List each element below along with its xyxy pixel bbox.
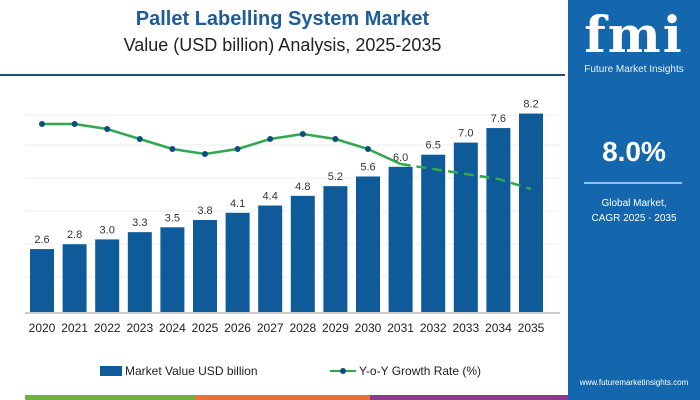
fmi-logo: fmi <box>584 5 684 64</box>
bar-label-2030: 5.6 <box>360 161 375 173</box>
logo-subtitle: Future Market Insights <box>584 64 684 75</box>
bar-2024 <box>160 227 185 312</box>
growth-point-2024 <box>169 146 176 152</box>
bar-2028 <box>290 195 315 312</box>
bar-label-2031: 6.0 <box>393 152 408 164</box>
x-tick-2028: 2028 <box>289 321 316 335</box>
chart: 2.6 2020 2.8 2021 3.0 2022 3.3 2023 3.5 2024 3.8 20… <box>25 99 560 335</box>
x-tick-2023: 2023 <box>126 321 153 335</box>
x-tick-2027: 2027 <box>257 321 284 335</box>
bar-2032 <box>421 154 446 312</box>
bar-2020 <box>30 249 54 312</box>
x-tick-2034: 2034 <box>485 321 512 335</box>
legend-line-label: Y-o-Y Growth Rate (%) <box>359 364 482 378</box>
growth-point-2030 <box>365 146 371 152</box>
bar-2023 <box>127 232 152 312</box>
bar-label-2035: 8.2 <box>523 99 538 111</box>
bar-label-2032: 6.5 <box>426 140 441 152</box>
legend-bar-label: Market Value USD billion <box>125 364 258 378</box>
growth-point-2028 <box>299 131 306 137</box>
legend-bar: Market Value USD billion <box>100 364 258 378</box>
bar-2021 <box>62 244 87 312</box>
cagr-label-line1: Global Market, <box>601 198 667 209</box>
summary-panel: fmi Future Market Insights 8.0% Global M… <box>568 0 700 400</box>
bar-2035 <box>519 113 543 312</box>
bar-2033 <box>453 142 478 312</box>
x-tick-2026: 2026 <box>224 321 251 335</box>
bar-label-2022: 3.0 <box>100 224 115 236</box>
bar-label-2027: 4.4 <box>263 191 278 203</box>
accent-stripe-orange <box>195 395 370 400</box>
cagr-label: Global Market, CAGR 2025 - 2035 <box>568 196 700 226</box>
bar-label-2021: 2.8 <box>67 229 82 241</box>
x-tick-2020: 2020 <box>29 321 56 335</box>
bar-2026 <box>225 212 250 312</box>
growth-point-2020 <box>39 121 45 127</box>
bar-2030 <box>356 176 380 312</box>
bar-2025 <box>193 220 217 312</box>
x-tick-2025: 2025 <box>192 321 219 335</box>
growth-line-solid <box>42 122 402 166</box>
x-tick-2022: 2022 <box>94 321 121 335</box>
chart-subtitle: Value (USD billion) Analysis, 2025-2035 <box>123 35 442 55</box>
growth-point-2025 <box>202 151 208 157</box>
x-tick-2035: 2035 <box>518 321 545 335</box>
x-tick-2033: 2033 <box>452 321 479 335</box>
x-tick-2032: 2032 <box>420 321 447 335</box>
growth-point-2026 <box>234 146 241 152</box>
legend-bar-swatch <box>100 366 122 376</box>
website-url[interactable]: www.futuremarketinsights.com <box>579 378 689 387</box>
bar-label-2034: 7.6 <box>491 113 506 125</box>
cagr-value: 8.0% <box>602 136 666 167</box>
bar-2031 <box>388 166 413 312</box>
x-tick-2030: 2030 <box>355 321 382 335</box>
bar-label-2025: 3.8 <box>197 205 212 217</box>
cagr-divider <box>584 182 682 184</box>
x-tick-2031: 2031 <box>387 321 414 335</box>
bar-label-2024: 3.5 <box>165 212 180 224</box>
x-tick-2029: 2029 <box>322 321 349 335</box>
growth-point-2029 <box>332 136 339 142</box>
legend-line: Y-o-Y Growth Rate (%) <box>330 364 481 378</box>
growth-point-2022 <box>104 126 111 132</box>
bar-label-2023: 3.3 <box>132 217 147 229</box>
chart-title: Pallet Labelling System Market <box>135 8 430 30</box>
x-tick-2021: 2021 <box>61 321 88 335</box>
growth-point-2027 <box>267 136 274 142</box>
growth-point-2023 <box>136 136 143 142</box>
bar-label-2020: 2.6 <box>34 234 49 246</box>
legend-line-swatch <box>330 368 356 374</box>
bar-2027 <box>258 205 283 312</box>
bar-label-2028: 4.8 <box>295 181 310 193</box>
accent-stripe-green <box>25 395 195 400</box>
bar-2022 <box>95 239 120 312</box>
bar-2029 <box>323 186 348 312</box>
growth-point-2021 <box>71 121 78 127</box>
bar-2034 <box>486 128 511 312</box>
bar-label-2029: 5.2 <box>328 171 343 183</box>
bar-label-2026: 4.1 <box>230 198 245 210</box>
x-tick-2024: 2024 <box>159 321 186 335</box>
bar-label-2033: 7.0 <box>458 128 473 140</box>
title-divider <box>0 74 565 76</box>
growth-line-dashed <box>400 162 532 191</box>
cagr-label-line2: CAGR 2025 - 2035 <box>591 213 677 224</box>
accent-stripe-purple <box>370 395 568 400</box>
